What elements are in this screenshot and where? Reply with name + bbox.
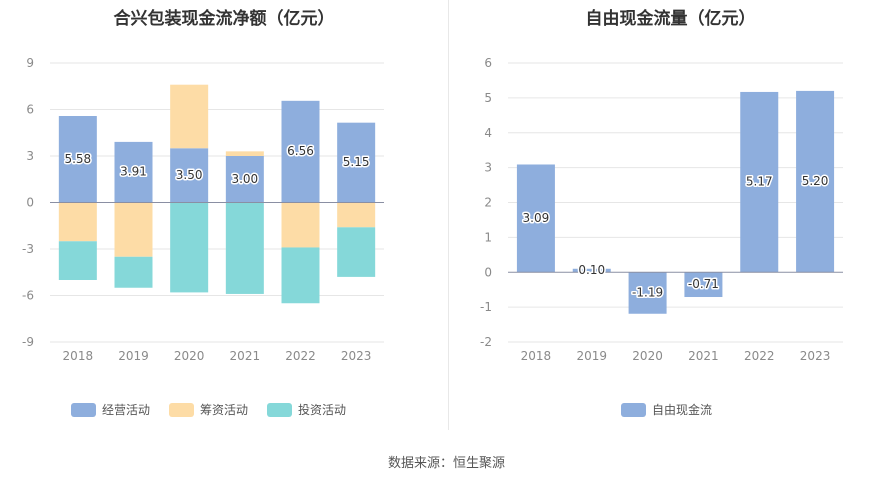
right-chart-y-tick-label: 2 <box>484 196 492 210</box>
left-chart-legend-label: 经营活动 <box>102 403 150 417</box>
right-chart-title: 自由现金流量（亿元） <box>585 9 756 29</box>
left-chart-bar <box>114 202 153 257</box>
left-chart-bar <box>281 100 320 203</box>
right-chart-bar <box>516 164 555 273</box>
left-chart-bar <box>225 202 264 294</box>
right-chart-y-tick-label: 0 <box>484 265 492 279</box>
left-chart-y-tick-label: -6 <box>22 289 34 303</box>
right-chart-bar <box>572 268 611 273</box>
left-chart-legend-swatch <box>267 403 292 417</box>
panel-divider <box>448 0 449 430</box>
left-chart-x-tick-label: 2021 <box>230 349 261 363</box>
right-chart-data-label: 0.10 <box>578 263 605 277</box>
left-chart-y-tick-label: 3 <box>26 149 34 163</box>
right-chart-bar <box>796 90 835 273</box>
left-chart-legend-swatch <box>169 403 194 417</box>
right-chart-data-label: 5.20 <box>802 174 829 188</box>
left-chart-bar <box>114 141 153 203</box>
right-chart-data-label: -0.71 <box>688 277 719 291</box>
left-chart-x-tick-label: 2023 <box>341 349 372 363</box>
right-chart-y-tick-label: 3 <box>484 161 492 175</box>
left-chart: 9 6 3 0 -3 -6 -9 2018 2019 2020 2021 2022 2023 5.58 3.… <box>22 56 384 417</box>
right-chart-y-tick-label: 4 <box>484 126 492 140</box>
right-chart-x-tick-label: 2018 <box>521 349 552 363</box>
left-chart-bar <box>170 84 209 149</box>
right-chart-y-tick-label: -1 <box>480 300 492 314</box>
left-chart-legend-swatch <box>71 403 96 417</box>
right-chart-x-tick-label: 2023 <box>800 349 831 363</box>
left-chart-x-tick-label: 2020 <box>174 349 205 363</box>
right-chart-y-tick-label: 5 <box>484 91 492 105</box>
right-chart-y-tick-label: 1 <box>484 230 492 244</box>
right-chart-x-tick-label: 2021 <box>688 349 719 363</box>
left-chart-y-tick-label: 6 <box>26 103 34 117</box>
left-chart-bar <box>114 256 153 288</box>
left-chart-legend-label: 筹资活动 <box>200 403 248 417</box>
right-chart-data-label: 3.09 <box>523 211 550 225</box>
right-chart: 6 5 4 3 2 1 0 -1 -2 2018 2019 2020 2021 2022 2023 3.09 0… <box>480 56 843 417</box>
right-chart-y-tick-label: -2 <box>480 335 492 349</box>
left-chart-bar <box>58 116 97 203</box>
left-chart-bar <box>337 227 376 277</box>
right-chart-bar <box>628 272 667 314</box>
right-chart-legend-swatch <box>621 403 646 417</box>
left-chart-bar <box>58 202 97 242</box>
right-chart-x-tick-label: 2022 <box>744 349 775 363</box>
left-chart-data-label: 5.58 <box>64 152 91 166</box>
right-chart-bar <box>684 272 723 298</box>
left-chart-data-label: 3.91 <box>120 165 147 179</box>
left-chart-bar <box>225 156 264 203</box>
left-chart-bar <box>170 148 209 203</box>
right-chart-x-tick-label: 2019 <box>576 349 607 363</box>
right-chart-data-label: -1.19 <box>632 286 663 300</box>
left-chart-bar <box>281 247 320 304</box>
left-chart-data-label: 3.00 <box>231 172 258 186</box>
left-chart-data-label: 6.56 <box>287 144 314 158</box>
left-chart-bar <box>281 202 320 248</box>
left-chart-x-tick-label: 2019 <box>118 349 149 363</box>
left-chart-bar <box>337 202 376 228</box>
left-chart-y-tick-label: -9 <box>22 335 34 349</box>
right-chart-legend-label: 自由现金流 <box>652 402 712 417</box>
left-chart-data-label: 5.15 <box>343 155 370 169</box>
data-source: 数据来源：恒生聚源 <box>387 456 505 471</box>
left-chart-bar <box>337 122 376 203</box>
left-chart-bar <box>58 241 97 280</box>
right-chart-bar <box>740 91 779 273</box>
left-chart-y-tick-label: 9 <box>26 56 34 70</box>
left-chart-y-tick-label: -3 <box>22 242 34 256</box>
left-chart-x-tick-label: 2022 <box>285 349 316 363</box>
left-chart-title: 合兴包装现金流净额（亿元） <box>113 9 335 29</box>
left-chart-bar <box>225 151 264 156</box>
left-chart-x-tick-label: 2018 <box>63 349 94 363</box>
right-chart-data-label: 5.17 <box>746 175 773 189</box>
right-chart-x-tick-label: 2020 <box>632 349 663 363</box>
left-chart-y-tick-label: 0 <box>26 196 34 210</box>
right-chart-y-tick-label: 6 <box>484 56 492 70</box>
left-chart-legend-label: 投资活动 <box>298 402 346 417</box>
left-chart-bar <box>170 202 209 293</box>
left-chart-data-label: 3.50 <box>176 168 203 182</box>
